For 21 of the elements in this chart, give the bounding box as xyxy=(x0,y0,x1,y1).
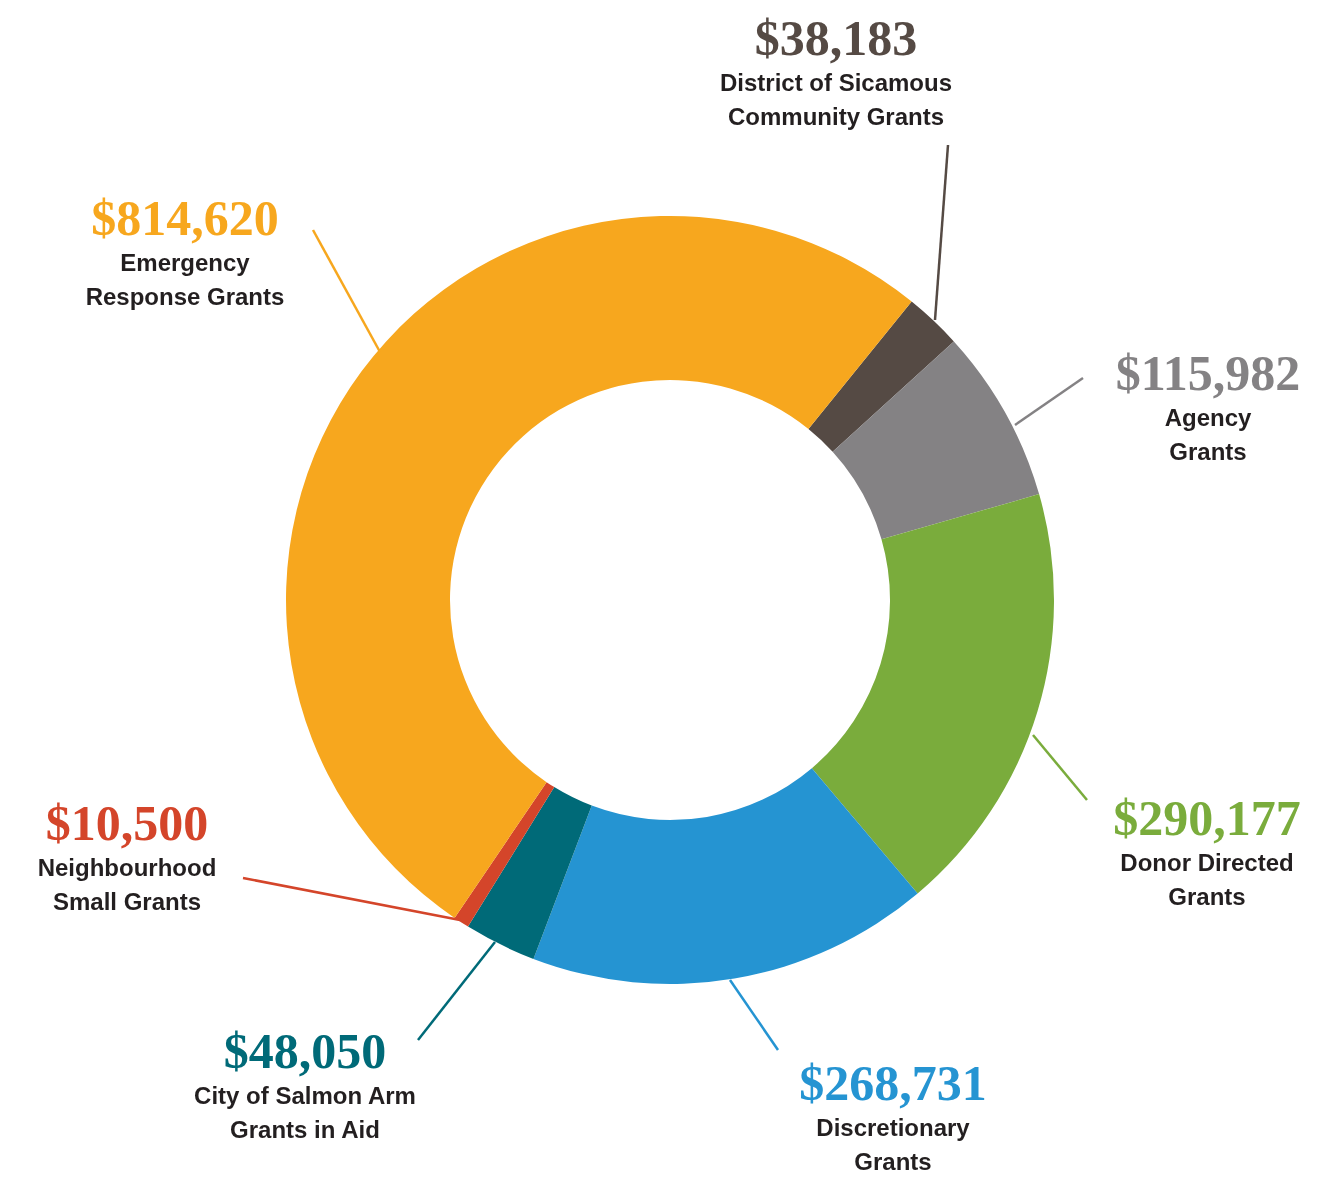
slice-label: District of Sicamous Community Grants xyxy=(719,69,953,130)
data-label: $38,183 xyxy=(754,10,918,66)
data-label: $115,982 xyxy=(1115,345,1301,401)
data-label: $10,500 xyxy=(45,795,209,851)
donut-slice xyxy=(454,782,555,927)
slice-label: Emergency Response Grants xyxy=(85,249,285,310)
donut-slice xyxy=(468,787,592,959)
slice-label: City of Salmon Arm Grants in Aid xyxy=(194,1082,416,1143)
donut-slice xyxy=(286,216,912,918)
data-label: $48,050 xyxy=(223,1023,387,1079)
slice-label: Discretionary Grants xyxy=(816,1114,971,1175)
donut-slice xyxy=(811,494,1054,894)
data-label: $814,620 xyxy=(91,190,279,246)
data-label: $290,177 xyxy=(1113,790,1301,846)
slice-label: Agency Grants xyxy=(1164,404,1252,465)
donut-slice xyxy=(533,768,918,984)
slice-label: Donor Directed Grants xyxy=(1120,849,1294,910)
donut-slice xyxy=(832,341,1040,540)
data-label: $268,731 xyxy=(799,1055,987,1111)
donut-slice xyxy=(808,301,954,452)
slice-label: Neighbourhood Small Grants xyxy=(37,854,217,915)
